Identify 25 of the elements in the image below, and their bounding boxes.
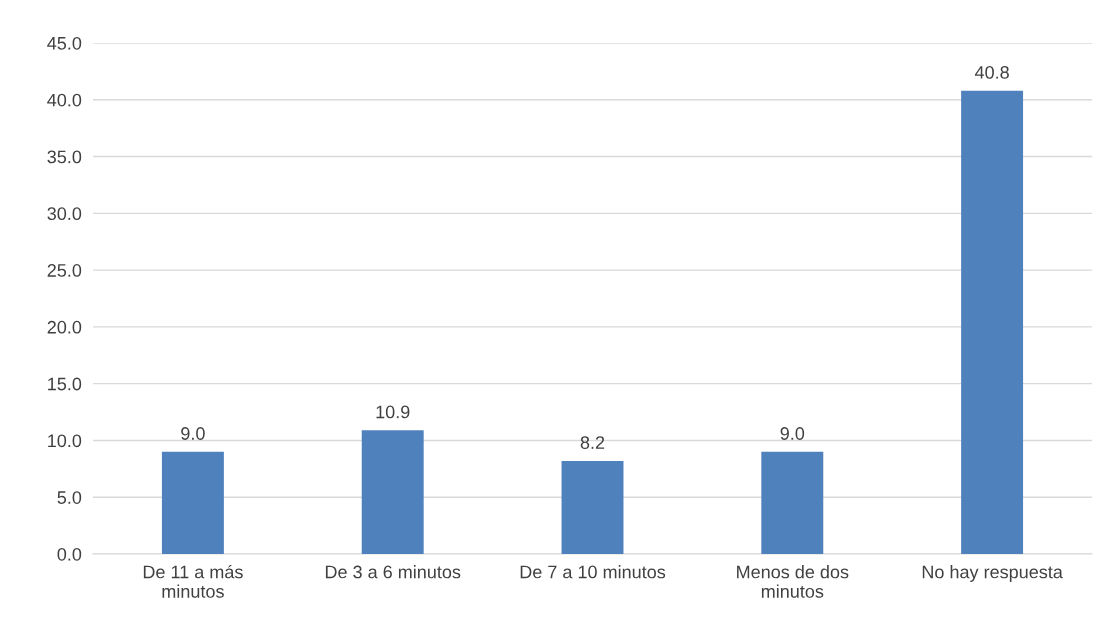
data-label: 10.9 <box>376 405 410 419</box>
data-label: 40.8 <box>974 66 1009 79</box>
data-label: 9.0 <box>780 427 805 440</box>
y-tick-label: 15.0 <box>48 377 82 391</box>
y-tick-label: 45.0 <box>47 36 82 50</box>
y-tick-label: 40.0 <box>47 93 82 107</box>
y-tick-label: 30.0 <box>47 207 82 221</box>
data-label: 8.2 <box>580 436 605 449</box>
x-tick-label: No hay respuesta <box>922 565 1063 582</box>
y-tick-label: 10.0 <box>48 434 82 448</box>
y-tick-label: 20.0 <box>47 320 82 334</box>
y-tick-label: 0.0 <box>57 547 82 561</box>
bar <box>961 90 1024 554</box>
bar <box>361 430 424 554</box>
y-tick-label: 35.0 <box>47 150 82 164</box>
x-tick-label: De 7 a 10 minutos <box>520 565 666 579</box>
x-tick-label: De 11 a más minutos <box>143 564 243 598</box>
x-tick-label: Menos de dos minutos <box>737 565 849 598</box>
y-tick-label: 5.0 <box>57 491 82 504</box>
y-tick-label: 25.0 <box>47 264 82 277</box>
bar <box>561 460 624 554</box>
bar <box>761 451 824 554</box>
bar <box>161 451 224 554</box>
x-tick-label: De 3 a 6 minutos <box>325 565 461 579</box>
data-label: 9.0 <box>181 427 205 440</box>
